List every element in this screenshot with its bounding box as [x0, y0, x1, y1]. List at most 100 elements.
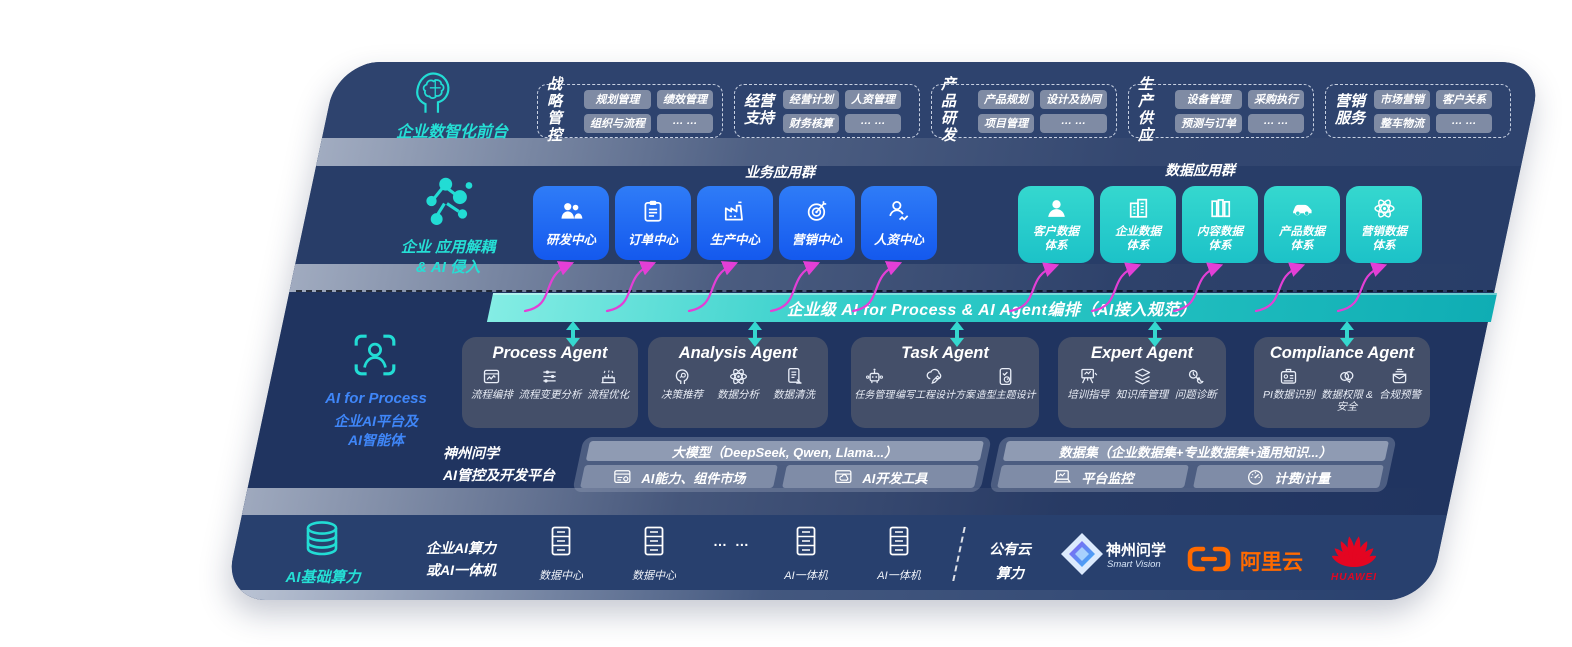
card-label: 内容数据 体系	[1197, 226, 1243, 252]
platform-cell-market[interactable]: AI能力、组件市场	[580, 465, 778, 488]
machine-icon	[598, 366, 619, 387]
tag: 规划管理	[584, 89, 651, 109]
band4-title: AI基础算力	[285, 569, 361, 586]
platform-cell-devtools[interactable]: AI开发工具	[781, 465, 979, 488]
agent-title: Task Agent	[901, 344, 989, 362]
files-icon	[1208, 196, 1233, 221]
id-card-icon	[1278, 366, 1299, 387]
team-icon	[558, 198, 584, 224]
agent-capability: PI数据识别	[1263, 366, 1315, 402]
domain-group-product: 产品 研发 产品规划 设计及协同 项目管理 … …	[931, 76, 1117, 144]
tag: 客户关系	[1436, 89, 1493, 109]
agent-box-expert[interactable]: Expert Agent 培训指导 知识库管理 问题诊断	[1058, 337, 1226, 428]
data-cluster-title: 数据应用群	[1165, 162, 1235, 178]
data-card[interactable]: 产品数据 体系	[1264, 186, 1340, 263]
data-card[interactable]: 内容数据 体系	[1182, 186, 1258, 263]
huawei-logo-text: HUAWEI	[1331, 572, 1377, 583]
tag: 项目管理	[978, 113, 1034, 133]
gauge-icon	[1246, 467, 1266, 487]
agent-title: Analysis Agent	[678, 344, 798, 362]
tag: 组织与流程	[584, 113, 651, 133]
business-card[interactable]: 营销中心	[779, 186, 855, 260]
molecule-icon	[416, 170, 478, 232]
agent-capability: 知识库管理	[1116, 366, 1168, 402]
atom-icon	[1372, 196, 1397, 221]
brain-icon	[406, 64, 458, 116]
aliyun-logo-icon	[1187, 546, 1231, 572]
hr-icon	[886, 198, 912, 224]
gateway-label: 企业级 AI for Process & AI Agent编排（AI接入规范）	[787, 301, 1197, 319]
robot-icon	[864, 366, 885, 387]
agent-box-task[interactable]: Task Agent 任务管理 编写工程设计方案 造型主题设计	[851, 337, 1039, 428]
tag: … …	[1248, 113, 1304, 133]
card-label: 研发中心	[545, 233, 596, 247]
data-card[interactable]: 营销数据 体系	[1346, 186, 1422, 263]
car-icon	[1289, 196, 1316, 221]
separator-dashed-line	[296, 290, 1493, 292]
agent-box-process[interactable]: Process Agent 流程编排 流程变更分析 流程优化	[462, 337, 638, 428]
platform-label: 神州问学 AI管控及开发平台	[443, 445, 555, 483]
card-label: 营销数据 体系	[1361, 226, 1407, 252]
cloud-edit-icon	[924, 366, 945, 387]
ellipsis: … …	[713, 533, 751, 549]
agent-capability: 问题诊断	[1175, 366, 1217, 402]
node-label: AI一体机	[784, 570, 828, 582]
node-label: AI一体机	[877, 570, 921, 582]
agent-capability: 流程变更分析	[518, 366, 581, 402]
card-label: 客户数据 体系	[1033, 226, 1079, 252]
data-card[interactable]: 客户数据 体系	[1018, 186, 1094, 263]
card-label: 产品数据 体系	[1279, 226, 1325, 252]
agent-capability: 流程优化	[587, 366, 629, 402]
server-rack-icon	[794, 526, 818, 556]
business-cluster-title: 业务应用群	[745, 164, 815, 180]
agent-box-analysis[interactable]: Analysis Agent 决策推荐 数据分析 数据清洗	[648, 337, 828, 428]
tag: 采购执行	[1248, 89, 1304, 109]
tag: 预测与订单	[1175, 113, 1242, 133]
training-icon	[1078, 366, 1099, 387]
tag: … …	[1436, 113, 1493, 133]
ai-gateway-bar: 企业级 AI for Process & AI Agent编排（AI接入规范）	[486, 293, 1498, 322]
model-bar: 大模型（DeepSeek, Qwen, Llama...）	[585, 441, 984, 461]
platform-cell-billing[interactable]: 计费/计量	[1192, 465, 1384, 488]
band3-title-cn: 企业AI平台及 AI智能体	[334, 413, 418, 448]
agent-capability: 决策推荐	[661, 366, 703, 402]
building-icon	[1126, 196, 1151, 221]
target-icon	[804, 198, 830, 224]
server-rack-icon	[887, 526, 911, 556]
clipboard-icon	[640, 198, 666, 224]
decision-icon	[672, 366, 693, 387]
platform-cell-monitoring[interactable]: 平台监控	[997, 465, 1189, 488]
band-edge-1	[316, 138, 1528, 166]
data-card[interactable]: 企业数据 体系	[1100, 186, 1176, 263]
domain-group-operations: 经营 支持 经营计划 人资管理 财务核算 … …	[734, 84, 920, 138]
architecture-panel	[223, 62, 1544, 600]
doc-clean-icon	[784, 366, 805, 387]
agent-capability: 数据清洗	[773, 366, 815, 402]
aliyun-logo-text: 阿里云	[1240, 551, 1303, 574]
band1-title: 企业数智化前台	[395, 124, 508, 141]
business-card[interactable]: 订单中心	[615, 186, 691, 260]
business-card[interactable]: 人资中心	[861, 186, 937, 260]
tag: 设计及协同	[1040, 89, 1107, 109]
domain-group-supply: 生产 供应 设备管理 采购执行 预测与订单 … …	[1128, 76, 1314, 144]
tag: … …	[1040, 113, 1107, 133]
business-card[interactable]: 研发中心	[533, 186, 609, 260]
group-label: 战略 管控	[547, 76, 563, 144]
band3-title-en: AI for Process	[325, 390, 427, 407]
agent-box-compliance[interactable]: Compliance Agent PI数据识别 数据权限 & 安全 合规预警	[1254, 337, 1430, 428]
database-icon	[298, 518, 346, 566]
tag: 产品规划	[978, 89, 1034, 109]
laptop-monitor-icon	[1052, 467, 1072, 487]
card-label: 订单中心	[627, 233, 678, 247]
alert-mail-icon	[1389, 366, 1410, 387]
window-cloud-icon	[833, 467, 853, 487]
huawei-logo-icon	[1332, 536, 1376, 568]
card-label: 人资中心	[873, 233, 924, 247]
workflow-icon	[481, 366, 502, 387]
agent-title: Expert Agent	[1090, 344, 1194, 362]
business-card[interactable]: 生产中心	[697, 186, 773, 260]
card-label: 企业数据 体系	[1115, 226, 1161, 252]
public-cloud-label: 公有云 算力	[989, 541, 1031, 581]
smart-vision-logo	[1061, 533, 1103, 575]
agent-capability: 合规预警	[1379, 366, 1421, 402]
